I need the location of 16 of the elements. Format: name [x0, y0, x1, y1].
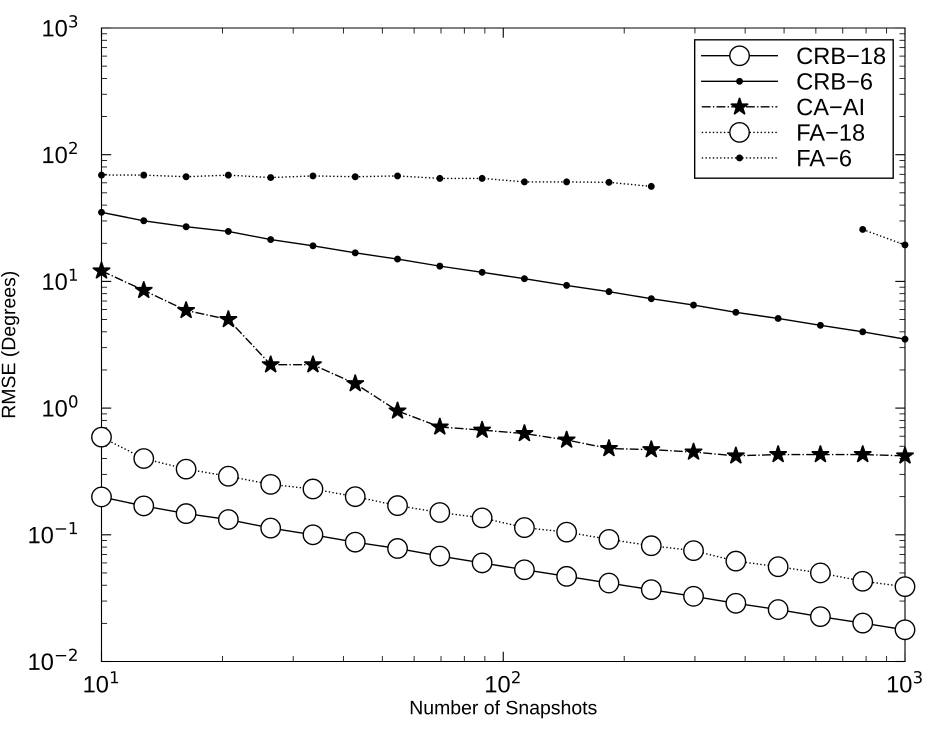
y-tick-label: 10$^{0}$ — [43, 395, 78, 417]
x-tick-label: 10$^{3}$ — [888, 671, 922, 693]
x-axis-title: Number of Snapshots — [410, 700, 597, 718]
y-tick-label: 10$^{2}$ — [43, 142, 77, 164]
legend-label: CA−AI — [797, 98, 863, 116]
x-tick-label: 10$^{2}$ — [486, 671, 520, 693]
x-tick-label: 10$^{1}$ — [84, 671, 118, 693]
legend-label: CRB−6 — [797, 73, 872, 90]
legend-label: CRB−18 — [797, 48, 886, 64]
y-tick-label: 10$^{−1}$ — [29, 522, 77, 544]
legend-label: FA−18 — [798, 124, 864, 141]
legend-label: FA−6 — [798, 150, 851, 166]
y-tick-label: 10$^{−2}$ — [29, 648, 77, 670]
y-tick-label: 10$^{3}$ — [43, 15, 78, 37]
y-tick-label: 10$^{1}$ — [43, 268, 77, 290]
y-axis-title: RMSE (Degrees) — [1, 272, 20, 418]
